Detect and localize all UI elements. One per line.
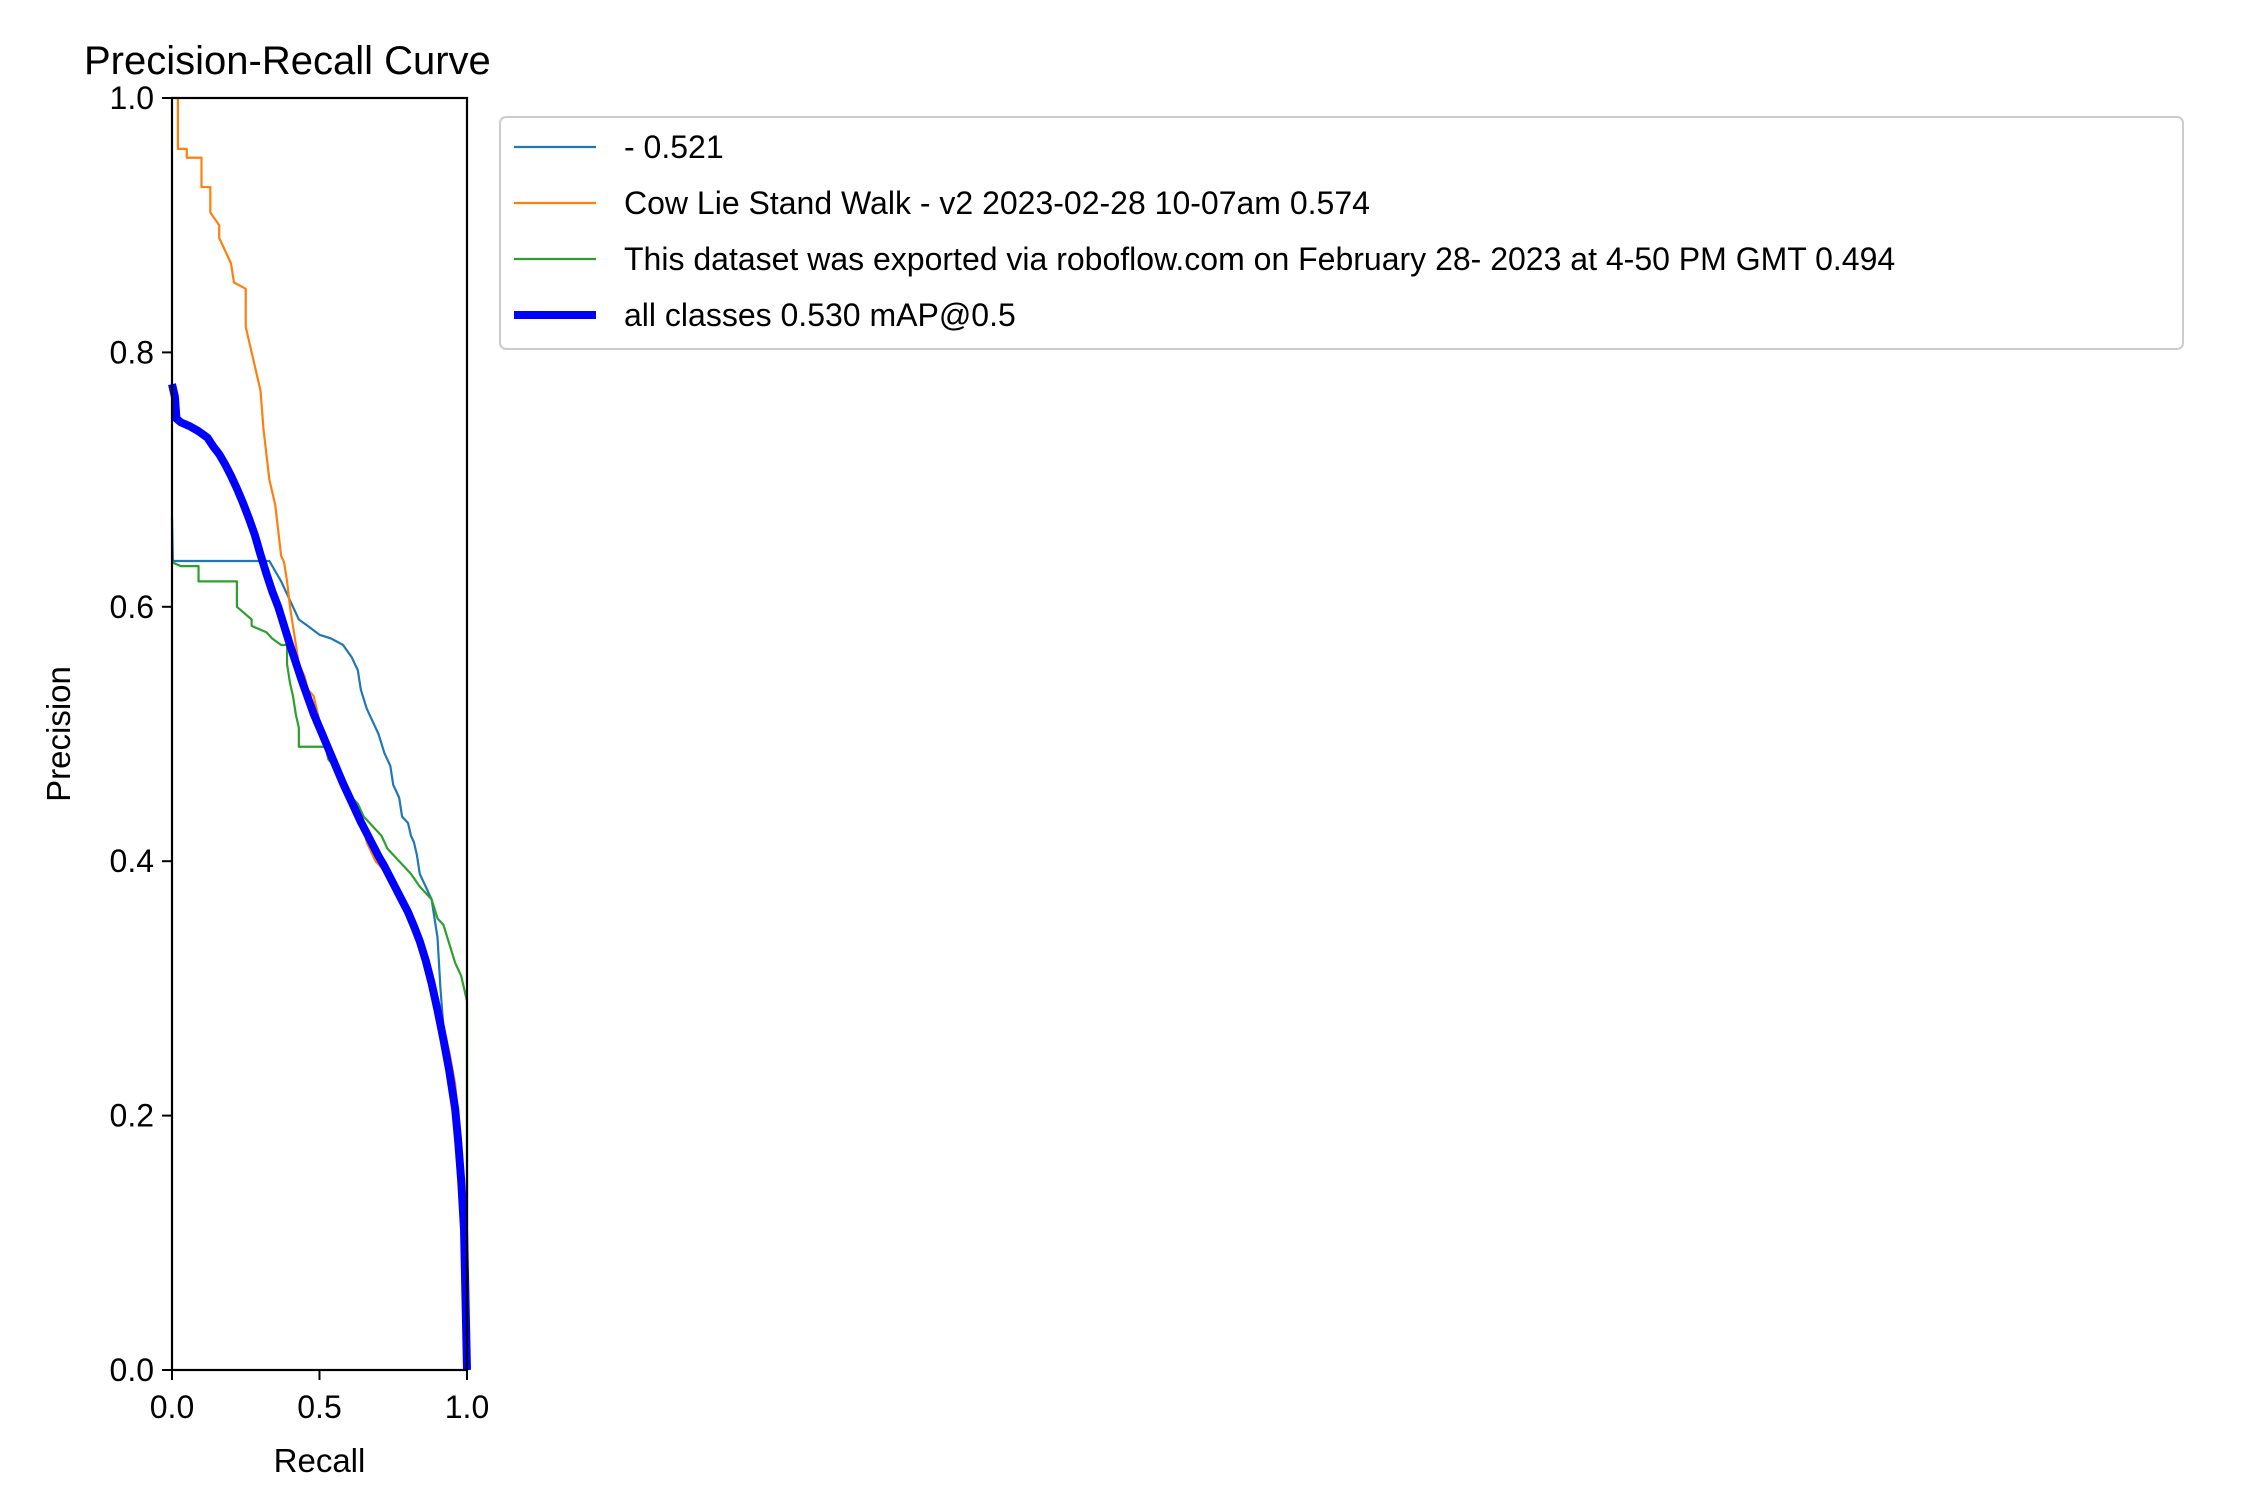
y-tick-label: 0.8 [110,334,154,370]
y-tick-label: 0.6 [110,589,154,625]
x-tick-label: 0.0 [150,1389,194,1425]
axis-ticks: 0.0 0.5 1.0 0.0 0.2 0.4 0.6 0.8 1.0 [110,80,490,1425]
legend-label-1: - 0.521 [624,129,724,165]
y-axis-label: Precision [40,666,77,802]
x-tick-label: 0.5 [297,1389,341,1425]
legend: - 0.521 Cow Lie Stand Walk - v2 2023-02-2… [499,116,2184,350]
y-tick-label: 0.4 [110,843,154,879]
y-tick-label: 1.0 [110,80,154,116]
series-layer [168,96,471,1371]
x-axis-label: Recall [274,1442,366,1479]
legend-label-3: This dataset was exported via roboflow.c… [624,241,1895,277]
x-tick-label: 1.0 [445,1389,489,1425]
legend-label-2: Cow Lie Stand Walk - v2 2023-02-28 10-07… [624,185,1370,221]
chart-title: Precision-Recall Curve [84,39,491,83]
legend-label-4: all classes 0.530 mAP@0.5 [624,297,1016,333]
legend-items: - 0.521 Cow Lie Stand Walk - v2 2023-02-2… [514,129,1895,333]
legend-frame [499,116,2184,350]
y-tick-label: 0.2 [110,1098,154,1134]
series-line-4 [168,383,471,1371]
y-tick-label: 0.0 [110,1352,154,1388]
series-line-3 [171,561,469,1370]
